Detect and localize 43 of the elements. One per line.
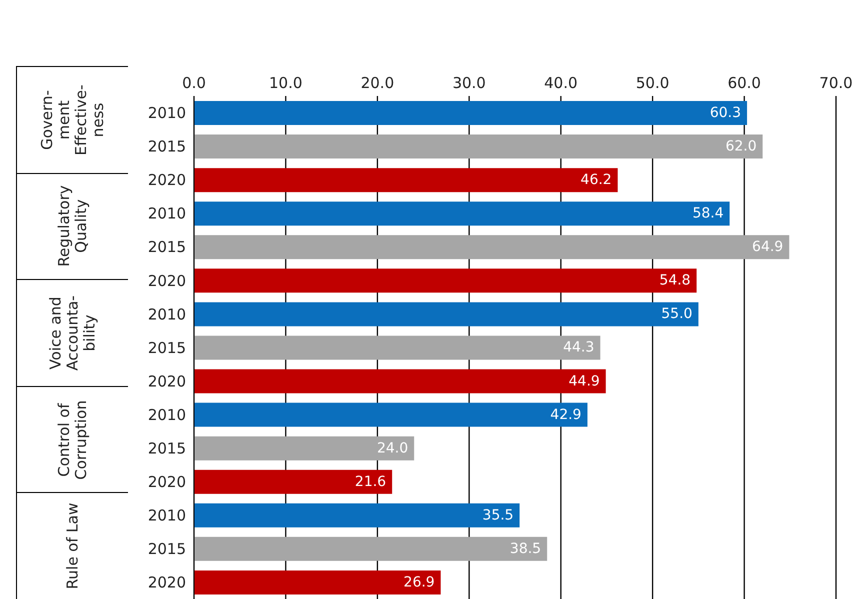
y-tick-label: 2015 <box>148 138 186 156</box>
data-label: 26.9 <box>404 574 435 590</box>
data-label: 35.5 <box>482 507 514 524</box>
y-tick-label: 2020 <box>148 574 186 592</box>
y-tick-label: 2015 <box>148 439 186 458</box>
y-tick-label: 2020 <box>148 372 186 390</box>
y-tick-label: 2015 <box>148 540 186 558</box>
data-label: 24.0 <box>376 440 408 456</box>
text: Regulatory Quality <box>54 184 90 270</box>
y-tick-label: 2015 <box>148 238 186 256</box>
y-tick-label: 2010 <box>148 406 186 424</box>
y-tick-label: 2010 <box>148 204 186 223</box>
x-tick-label: 60.0 <box>728 74 761 92</box>
y-tick-label: 2010 <box>148 305 186 324</box>
data-label: 55.0 <box>661 306 692 322</box>
x-tick-label: 10.0 <box>269 74 302 92</box>
data-label: 21.6 <box>354 474 386 490</box>
x-tick-label: 50.0 <box>636 74 670 92</box>
data-label: 60.3 <box>710 105 742 121</box>
y-tick-label: 2015 <box>148 338 186 357</box>
x-tick-label: 70.0 <box>819 74 853 92</box>
text: Control of Corruption <box>54 398 90 482</box>
text: Rule of Law <box>63 502 81 592</box>
y-tick-label: 2010 <box>148 104 186 122</box>
y-tick-label: 2020 <box>148 171 186 190</box>
data-label: 44.9 <box>568 373 600 390</box>
y-tick-label: 2020 <box>148 472 186 491</box>
data-label: 44.3 <box>563 340 594 356</box>
data-label: 64.9 <box>752 239 784 256</box>
data-label: 38.5 <box>510 540 542 557</box>
data-label: 62.0 <box>725 138 757 155</box>
data-label: 58.4 <box>692 206 724 222</box>
data-label: 42.9 <box>550 406 582 423</box>
y-tick-label: 2020 <box>148 272 186 290</box>
text: Voice and Accounta- bility <box>46 294 98 373</box>
text: Govern- ment Effective- ness <box>38 83 106 158</box>
x-tick-label: 20.0 <box>360 74 394 92</box>
y-tick-label: 2010 <box>148 506 186 524</box>
x-tick-label: 40.0 <box>544 74 578 92</box>
data-label: 46.2 <box>580 172 612 188</box>
data-label: 54.8 <box>659 272 691 289</box>
x-tick-label: 30.0 <box>452 74 486 92</box>
x-tick-label: 0.0 <box>182 74 206 92</box>
